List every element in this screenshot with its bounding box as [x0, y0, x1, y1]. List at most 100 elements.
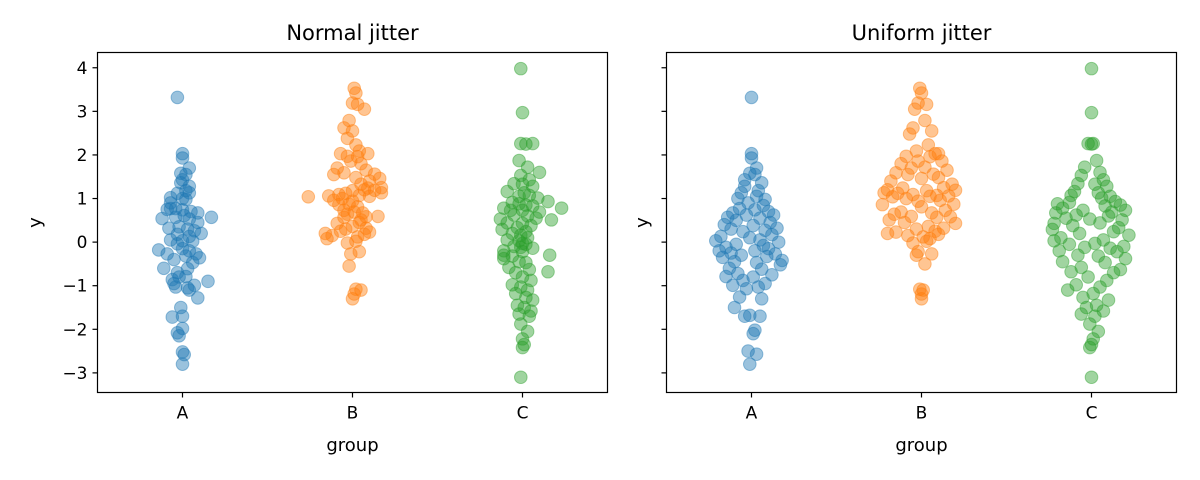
- data-point-b: [914, 287, 929, 301]
- data-point-c: [497, 201, 511, 215]
- data-point-a: [175, 309, 190, 324]
- data-point-b: [354, 156, 368, 171]
- data-point-b: [919, 234, 934, 249]
- data-point-b: [345, 219, 360, 234]
- data-point-a: [177, 347, 191, 362]
- data-point-c: [1059, 211, 1073, 225]
- data-point-a: [175, 357, 190, 371]
- data-point-a: [719, 269, 733, 284]
- data-point-c: [495, 222, 509, 237]
- data-point-c: [525, 293, 540, 307]
- data-point-a: [729, 213, 744, 228]
- data-point-c: [520, 209, 535, 223]
- data-point-c: [1113, 198, 1128, 212]
- data-point-c: [515, 105, 530, 120]
- data-point-a: [174, 300, 188, 315]
- data-point-c: [512, 234, 526, 248]
- data-point-c: [507, 208, 521, 222]
- data-point-c: [1105, 205, 1119, 219]
- data-point-c: [1101, 293, 1116, 307]
- data-point-b: [361, 146, 375, 161]
- data-point-c: [1083, 317, 1097, 331]
- data-point-c: [1086, 286, 1100, 301]
- data-point-c: [500, 216, 515, 230]
- data-point-a: [170, 186, 185, 201]
- data-point-c: [1098, 199, 1112, 213]
- data-point-b: [350, 200, 365, 214]
- x-tick-label-b: B: [916, 404, 928, 424]
- data-point-a: [192, 251, 207, 265]
- data-point-b: [894, 156, 908, 171]
- data-point-c: [497, 251, 511, 266]
- data-point-c: [1101, 209, 1116, 223]
- data-point-a: [748, 323, 762, 337]
- data-point-a: [175, 172, 190, 187]
- data-point-b: [342, 259, 356, 273]
- data-point-b: [930, 188, 944, 203]
- data-point-a: [177, 208, 191, 223]
- data-point-a: [163, 196, 178, 210]
- data-point-b: [347, 205, 362, 219]
- data-point-c: [520, 283, 535, 297]
- data-point-b: [914, 86, 929, 100]
- data-point-b: [340, 236, 355, 250]
- data-point-b: [921, 219, 936, 234]
- data-point-a: [717, 217, 732, 232]
- data-point-c: [1054, 230, 1068, 245]
- data-point-b: [906, 121, 920, 135]
- y-tick-label: 1: [77, 190, 88, 210]
- data-point-c: [1076, 290, 1090, 305]
- data-point-b: [899, 191, 914, 206]
- data-point-b: [909, 222, 924, 236]
- data-point-b: [880, 183, 895, 197]
- data-point-c: [1077, 160, 1092, 174]
- data-point-a: [712, 244, 727, 258]
- data-point-b: [340, 131, 355, 146]
- data-point-a: [748, 244, 762, 258]
- data-point-a: [731, 266, 745, 281]
- data-point-c: [514, 317, 528, 331]
- data-point-c: [512, 189, 526, 204]
- data-point-c: [1060, 283, 1075, 297]
- data-point-b: [918, 113, 932, 128]
- data-point-c: [522, 172, 537, 187]
- data-point-a: [748, 203, 762, 217]
- x-axis-label: group: [326, 435, 378, 456]
- data-point-c: [1062, 195, 1077, 210]
- data-point-b: [899, 149, 914, 164]
- data-point-a: [160, 202, 174, 217]
- data-point-b: [936, 221, 951, 235]
- data-point-a: [751, 280, 766, 294]
- data-point-a: [741, 196, 755, 210]
- data-point-b: [928, 224, 942, 239]
- data-point-b: [374, 186, 389, 200]
- data-point-a: [187, 278, 202, 293]
- data-point-c: [1106, 265, 1121, 280]
- data-point-a: [170, 227, 185, 242]
- data-point-c: [1084, 337, 1099, 352]
- data-point-a: [179, 192, 193, 207]
- data-point-b: [335, 191, 350, 206]
- data-point-b: [887, 207, 902, 222]
- data-point-b: [350, 149, 365, 164]
- x-tick-label-c: C: [1086, 404, 1098, 424]
- data-point-c: [1100, 179, 1114, 194]
- data-point-a: [170, 265, 185, 280]
- data-point-b: [894, 205, 908, 219]
- data-point-a: [737, 179, 752, 194]
- data-point-c: [505, 195, 520, 210]
- data-point-a: [180, 261, 195, 276]
- data-point-b: [361, 181, 375, 195]
- chart-title: Uniform jitter: [852, 21, 992, 45]
- data-point-c: [508, 286, 523, 301]
- data-point-b: [342, 197, 356, 211]
- data-point-a: [737, 309, 752, 324]
- y-tick-label: 0: [77, 233, 88, 253]
- data-point-c: [512, 254, 526, 269]
- data-point-c: [505, 278, 520, 292]
- data-point-b: [911, 154, 925, 168]
- data-point-a: [753, 309, 767, 324]
- data-point-b: [890, 186, 905, 201]
